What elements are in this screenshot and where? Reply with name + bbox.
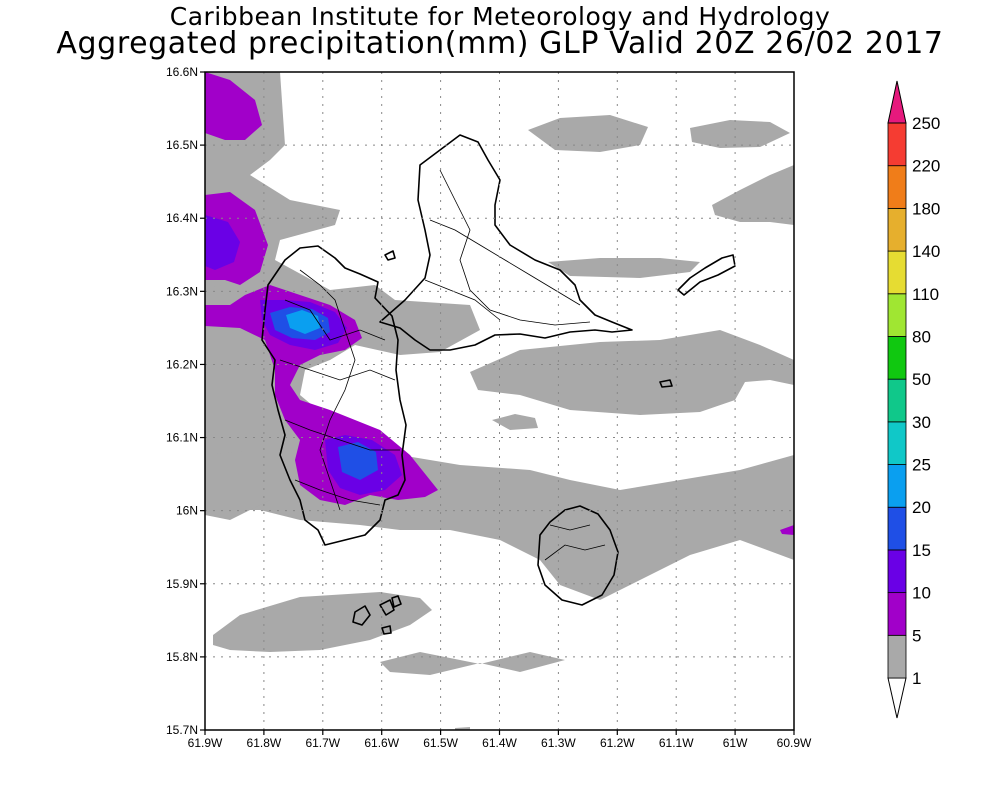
legend-top-arrow — [887, 80, 907, 124]
y-tick-label: 16.6N — [166, 65, 198, 79]
y-axis-ticks: 15.7N 15.8N 15.9N 16N 16.1N 16.2N 16.3N 16.4N 16… — [166, 65, 205, 737]
legend-label: 140 — [912, 242, 940, 261]
x-tick-label: 61.1W — [659, 736, 694, 750]
legend-swatch — [887, 207, 907, 252]
legend-swatch — [887, 250, 907, 295]
x-tick-label: 61.3W — [541, 736, 576, 750]
legend-label: 110 — [912, 285, 939, 304]
legend-swatch — [887, 421, 907, 465]
legend-swatch — [887, 293, 907, 337]
legend-label: 80 — [912, 327, 931, 346]
legend-label: 15 — [912, 541, 931, 560]
legend-label: 180 — [912, 199, 940, 218]
legend-swatch — [887, 165, 907, 209]
y-tick-label: 15.8N — [166, 650, 198, 664]
x-tick-label: 61.8W — [247, 736, 282, 750]
legend-label: 10 — [912, 584, 931, 603]
legend-swatch — [887, 506, 907, 551]
ilet-marker — [384, 250, 396, 261]
rain-band-20-25 — [286, 310, 320, 334]
y-tick-label: 16.3N — [166, 284, 198, 298]
legend-swatch — [887, 464, 907, 508]
legend-label: 5 — [912, 626, 921, 645]
legend-label: 50 — [912, 370, 931, 389]
x-tick-label: 61.9W — [188, 736, 223, 750]
x-tick-label: 61.7W — [305, 736, 340, 750]
les-saintes-islands — [352, 595, 402, 635]
commune-boundaries — [279, 169, 606, 561]
map-grid — [205, 72, 794, 730]
grande-terre-island — [379, 134, 633, 351]
legend-swatch — [887, 634, 907, 679]
y-tick-label: 16.5N — [166, 138, 198, 152]
legend-label: 220 — [912, 157, 940, 176]
map-title-product: Aggregated precipitation(mm) GLP Valid 2… — [56, 26, 944, 61]
y-tick-label: 15.7N — [166, 723, 198, 737]
basse-terre-island — [261, 245, 407, 546]
la-desirade-island — [677, 254, 736, 296]
x-tick-label: 61.5W — [423, 736, 458, 750]
x-axis-ticks: 61.9W 61.8W 61.7W 61.6W 61.5W 61.4W 61.3W 61.2W… — [188, 730, 812, 750]
y-tick-label: 16.2N — [166, 357, 198, 371]
legend-swatch — [887, 122, 907, 167]
x-tick-label: 61W — [723, 736, 748, 750]
legend-swatch — [887, 549, 907, 594]
legend-swatch — [887, 378, 907, 423]
y-tick-label: 16.4N — [166, 211, 198, 225]
x-tick-label: 61.4W — [482, 736, 517, 750]
legend-label: 20 — [912, 498, 931, 517]
x-tick-label: 61.6W — [364, 736, 399, 750]
legend-label: 25 — [912, 456, 931, 475]
x-tick-label: 60.9W — [777, 736, 812, 750]
legend-swatch — [887, 592, 907, 636]
y-tick-label: 15.9N — [166, 577, 198, 591]
petite-terre-islands — [659, 379, 673, 388]
coastlines — [261, 134, 736, 635]
x-tick-label: 61.2W — [600, 736, 635, 750]
legend-label: 250 — [912, 114, 940, 133]
legend-swatch — [887, 336, 907, 380]
marie-galante-island — [537, 505, 619, 606]
map-title-institute: Caribbean Institute for Meteorology and … — [169, 2, 831, 31]
legend-label: 30 — [912, 413, 931, 432]
legend-bottom-arrow — [887, 677, 907, 719]
y-tick-label: 16.1N — [166, 431, 198, 445]
y-tick-label: 16N — [176, 504, 198, 518]
legend-label: 1 — [912, 669, 921, 688]
